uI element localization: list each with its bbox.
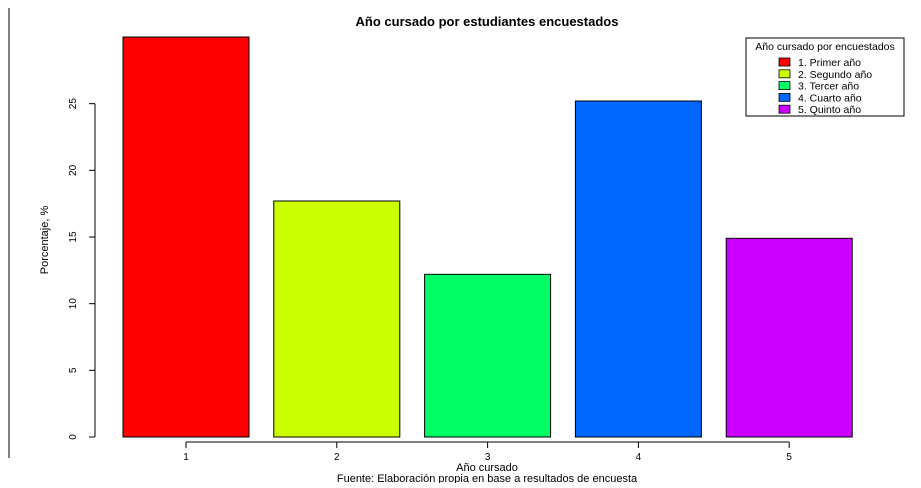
legend-swatch xyxy=(778,104,791,114)
legend-box xyxy=(745,37,905,117)
y-tick-label: 10 xyxy=(68,298,79,310)
y-tick-label: 15 xyxy=(68,231,79,243)
legend-entry: 3. Tercer año xyxy=(798,81,859,93)
x-tick-label: 2 xyxy=(334,452,340,463)
y-axis-label: Porcentaje, % xyxy=(39,206,51,275)
x-tick-label: 1 xyxy=(183,452,189,463)
chart-title: Año cursado por estudiantes encuestados xyxy=(356,14,619,29)
bar xyxy=(424,273,552,438)
x-axis: 1 2 3 4 5 xyxy=(183,441,792,463)
legend-entry: 5. Quinto año xyxy=(798,104,861,116)
y-axis: 0 5 10 15 20 25 xyxy=(68,98,96,440)
y-tick-label: 20 xyxy=(68,164,79,176)
y-tick-label: 0 xyxy=(68,434,79,440)
legend-entry: 2. Segundo año xyxy=(798,69,872,81)
x-tick-label: 5 xyxy=(786,452,792,463)
bar xyxy=(122,36,250,438)
legend: Año cursado por encuestados 1. Primer año… xyxy=(745,37,905,117)
legend-swatch xyxy=(778,81,791,90)
legend-title: Año cursado por encuestados xyxy=(755,41,895,53)
legend-entry: 1. Primer año xyxy=(798,57,861,69)
legend-swatch xyxy=(778,93,791,102)
y-tick-label: 5 xyxy=(68,367,79,373)
x-axis-label: Año cursado xyxy=(456,462,518,474)
bar xyxy=(725,237,853,438)
chart-caption: Fuente: Elaboración propia en base a res… xyxy=(337,473,638,483)
bars-group xyxy=(122,36,853,438)
x-tick-label: 3 xyxy=(485,452,491,463)
legend-swatch xyxy=(778,57,791,67)
legend-swatch xyxy=(778,69,791,79)
x-tick-label: 4 xyxy=(636,452,642,463)
bar xyxy=(273,200,401,438)
legend-entry: 4. Cuarto año xyxy=(798,92,862,104)
y-tick-label: 25 xyxy=(68,98,79,110)
bar xyxy=(574,100,702,438)
